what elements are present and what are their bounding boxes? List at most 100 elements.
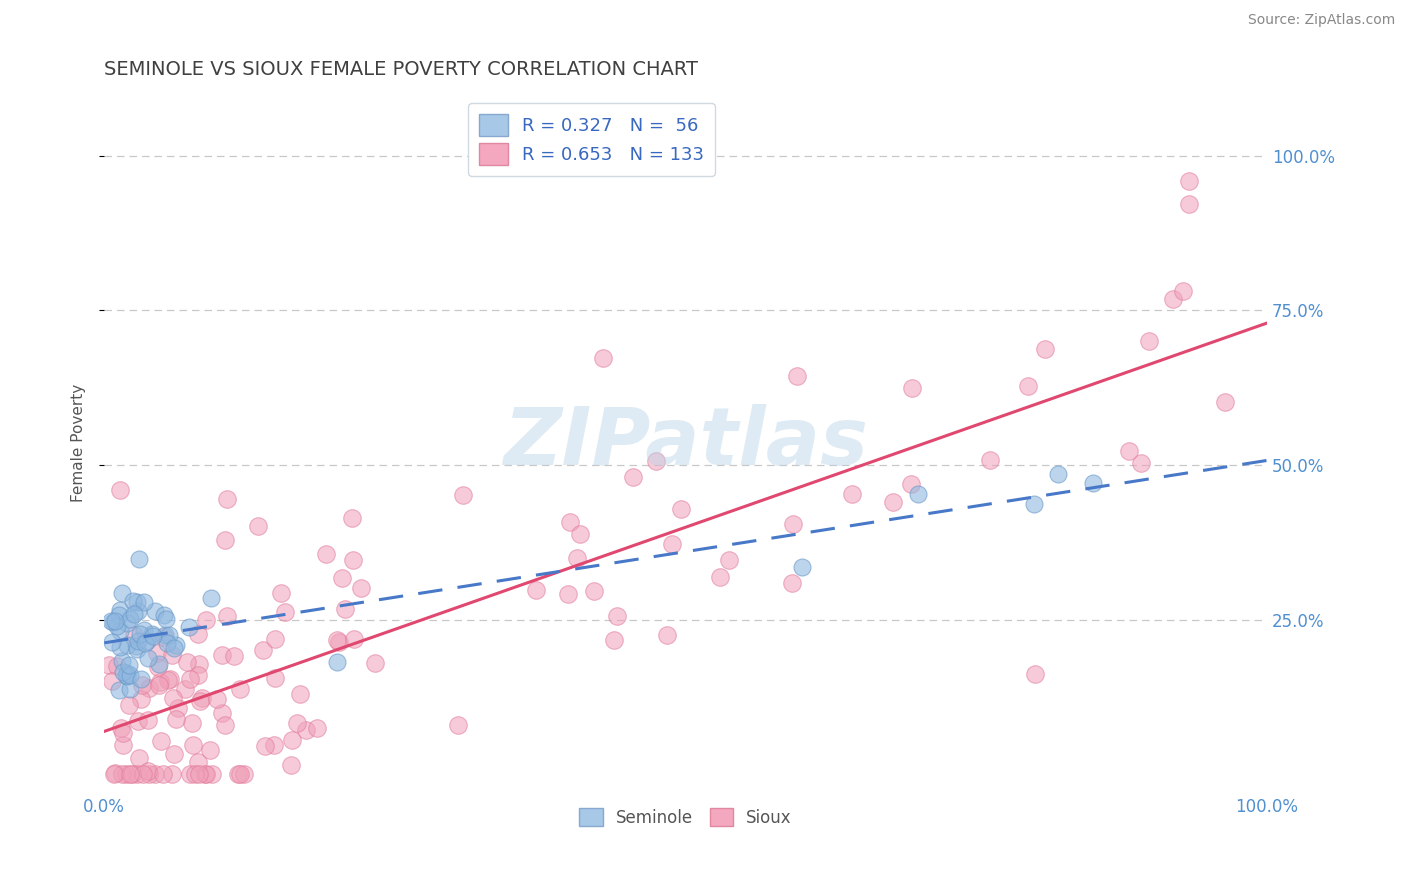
Text: SEMINOLE VS SIOUX FEMALE POVERTY CORRELATION CHART: SEMINOLE VS SIOUX FEMALE POVERTY CORRELA… [104,60,699,78]
Point [1137,334,1160,348]
Point [350,581,373,595]
Point [661,537,683,551]
Point [222,648,245,663]
Point [127,714,149,728]
Point [131,672,153,686]
Point [122,593,145,607]
Point [111,654,134,668]
Point [669,502,692,516]
Point [134,624,156,638]
Point [165,638,187,652]
Point [214,533,236,548]
Point [101,674,124,689]
Point [110,721,132,735]
Point [124,639,146,653]
Point [111,767,134,781]
Point [129,691,152,706]
Point [342,553,364,567]
Point [127,634,149,648]
Point [136,651,159,665]
Point [101,634,124,648]
Point [603,632,626,647]
Point [290,687,312,701]
Point [294,723,316,737]
Point [882,495,904,509]
Point [907,487,929,501]
Point [1130,457,1153,471]
Point [606,609,628,624]
Point [101,615,124,629]
Point [181,716,204,731]
Point [107,608,129,623]
Point [280,758,302,772]
Point [174,682,197,697]
Point [568,526,591,541]
Point [111,738,134,752]
Point [900,476,922,491]
Point [194,767,217,781]
Y-axis label: Female Poverty: Female Poverty [72,384,86,502]
Point [1118,444,1140,458]
Point [363,656,385,670]
Point [148,660,170,674]
Point [159,672,181,686]
Point [326,656,349,670]
Point [621,469,644,483]
Point [157,628,180,642]
Point [149,675,172,690]
Point [285,715,308,730]
Point [200,591,222,605]
Point [1178,197,1201,211]
Point [115,638,138,652]
Point [1173,284,1195,298]
Point [163,747,186,762]
Point [247,519,270,533]
Point [1017,379,1039,393]
Point [100,614,122,628]
Point [340,510,363,524]
Point [138,767,160,781]
Point [148,657,170,672]
Point [979,453,1001,467]
Point [110,640,132,654]
Point [98,657,121,672]
Point [108,683,131,698]
Point [790,560,813,574]
Point [153,627,176,641]
Point [127,594,149,608]
Point [191,690,214,705]
Point [111,726,134,740]
Point [187,767,209,781]
Point [165,712,187,726]
Point [330,571,353,585]
Point [782,516,804,531]
Point [524,582,547,597]
Point [1024,666,1046,681]
Point [252,642,274,657]
Text: ZIPatlas: ZIPatlas [503,404,868,483]
Point [128,751,150,765]
Point [1081,476,1104,491]
Point [125,767,148,781]
Point [148,678,170,692]
Point [211,706,233,720]
Point [138,713,160,727]
Point [122,628,145,642]
Point [143,767,166,781]
Point [138,681,160,695]
Point [270,585,292,599]
Point [127,604,149,618]
Point [1213,394,1236,409]
Point [281,733,304,747]
Point [166,701,188,715]
Point [592,351,614,365]
Point [129,627,152,641]
Point [179,672,201,686]
Point [200,743,222,757]
Point [115,669,138,683]
Point [160,767,183,781]
Point [786,369,808,384]
Point [115,666,138,681]
Point [718,553,741,567]
Point [141,627,163,641]
